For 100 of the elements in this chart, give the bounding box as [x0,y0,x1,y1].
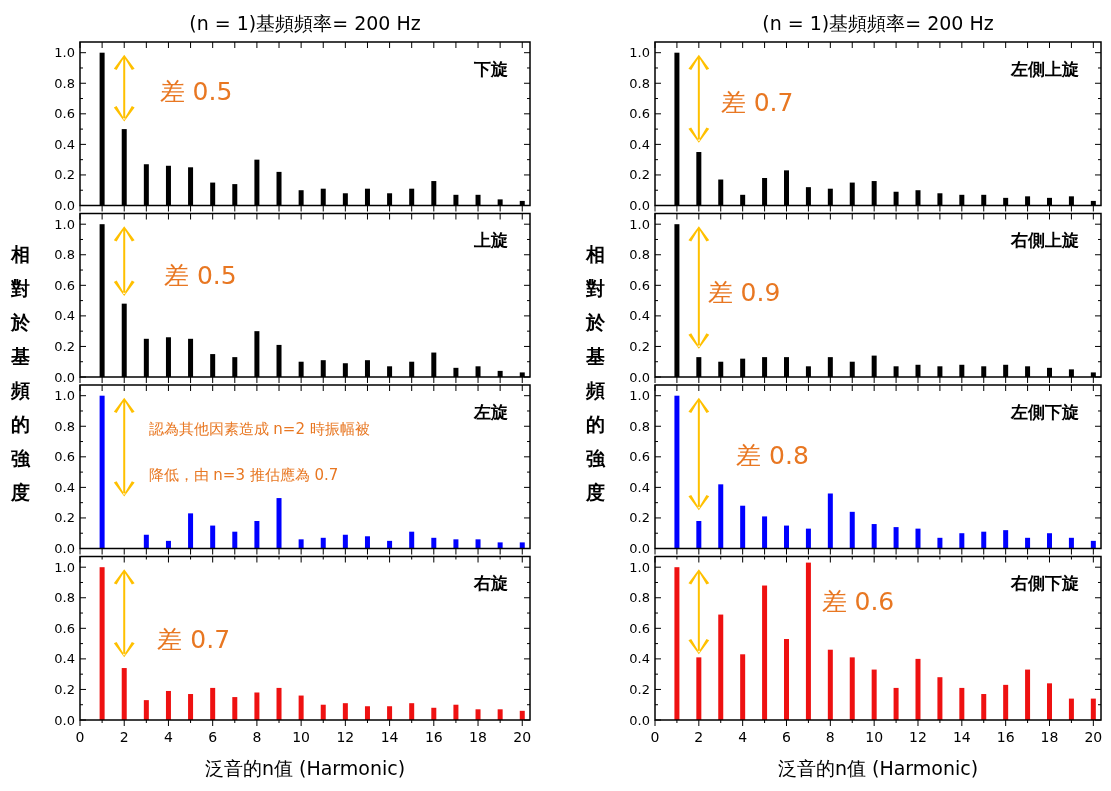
annotation: 右側上旋 [1010,230,1079,251]
y-tick-label: 0.2 [629,338,650,354]
annotation: 左側上旋 [1010,58,1079,79]
bar [298,539,304,549]
x-tick-label: 6 [208,729,218,745]
bar [740,505,746,549]
chart-title: (n = 1)基頻頻率= 200 Hz [762,12,994,34]
x-tick-label: 12 [336,729,355,745]
annotation: 左旋 [473,401,508,422]
bar [475,539,481,549]
bar [696,657,702,720]
x-tick-label: 8 [825,729,835,745]
bar [143,700,149,720]
x-tick-label: 18 [469,729,487,745]
bar [1068,698,1074,720]
y-tick-label: 1.0 [629,45,650,61]
x-tick-label: 4 [163,729,173,745]
bar [1047,683,1052,720]
bar [674,567,680,720]
bar [121,668,127,720]
bar [99,395,105,549]
bar [342,534,348,549]
x-tick-label: 2 [119,729,129,745]
y-tick-label: 0.8 [54,418,75,434]
bar [805,528,811,549]
bar [1025,537,1031,549]
bar [849,511,855,549]
bar [497,542,503,549]
bar [1090,698,1096,720]
y-tick-label: 0.4 [54,308,75,324]
bar [1025,669,1031,720]
y-tick-label: 1.0 [54,559,75,575]
annotation: 差 0.8 [736,441,809,471]
y-axis-title: 相對於基頻的強度 [9,243,31,503]
y-tick-label: 0.4 [629,308,650,324]
bar [893,687,899,720]
y-tick-label: 0.0 [54,369,75,385]
y-tick-label: 0.4 [54,136,75,152]
text: 認為其他因素造成 n=2 時振幅被降低，由 n=3 推估應為 0.7 [148,419,370,484]
y-tick-label: 0.4 [629,136,650,152]
bar [1047,533,1052,549]
bar [165,690,171,720]
bar [762,516,768,549]
bar [409,531,415,549]
y-tick-label: 0.8 [54,247,75,263]
annotation: 上旋 [473,230,508,251]
annotation: 差 0.7 [720,87,794,117]
y-tick-label: 0.2 [629,167,650,183]
bar [276,498,282,549]
bar [387,540,393,549]
bar [165,540,171,549]
x-tick-label: 12 [909,729,927,745]
bar [718,614,724,720]
bar [827,493,833,549]
y-tick-label: 1.0 [54,216,75,232]
y-tick-label: 0.2 [54,510,75,526]
bar [143,534,149,549]
x-tick-label: 16 [996,729,1015,745]
y-tick-label: 0.6 [54,106,75,122]
y-tick-label: 0.2 [629,681,650,697]
y-axis-title: 相對於基頻的強度 [584,243,606,503]
y-tick-label: 0.6 [54,277,75,293]
bar [871,524,877,549]
bar [893,527,899,549]
y-tick-label: 0.2 [54,338,75,354]
annotation: 下旋 [473,58,508,79]
annotation: 右旋 [473,573,508,594]
bar [1090,540,1096,549]
annotation: 差 0.5 [159,77,233,107]
bar [254,692,260,720]
x-tick-label: 0 [650,729,660,745]
y-tick-label: 0.0 [629,369,650,385]
bar [915,528,921,549]
annotation: 差 0.9 [707,277,781,307]
y-tick-label: 0.4 [54,479,75,495]
y-tick-label: 0.0 [54,712,75,728]
x-tick-label: 20 [1084,729,1103,745]
bar [431,537,437,549]
bar [364,536,370,549]
annotation: 差 0.6 [821,586,895,616]
y-tick-label: 1.0 [629,559,650,575]
bar [254,521,260,549]
bar [1068,537,1074,549]
y-tick-label: 0.6 [54,449,75,465]
bar [805,562,811,720]
y-tick-label: 0.2 [629,510,650,526]
y-tick-label: 0.6 [54,620,75,636]
bar [674,395,680,549]
x-tick-label: 6 [782,729,792,745]
bar [320,704,326,720]
y-tick-label: 0.6 [629,277,650,293]
y-tick-label: 0.2 [54,681,75,697]
x-axis-title: 泛音的n值 (Harmonic) [204,757,406,779]
y-tick-label: 0.6 [629,449,650,465]
annotation: 右側下旋 [1010,573,1079,594]
bar [1003,684,1009,720]
bar [937,677,943,720]
bar [453,539,459,549]
bar [276,687,282,720]
x-tick-label: 16 [424,729,443,745]
